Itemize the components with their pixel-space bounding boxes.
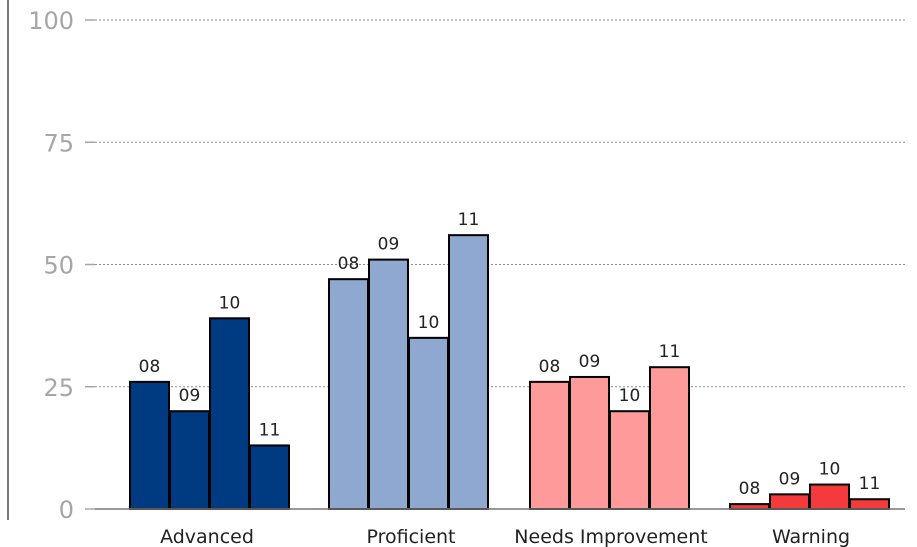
bar-warning-10 <box>809 483 850 510</box>
category-label-advanced: Advanced <box>160 526 254 547</box>
bar-proficient-09 <box>368 258 409 510</box>
y-tick-label-100: 100 <box>28 7 74 35</box>
y-tick-label-75: 75 <box>43 129 74 157</box>
bar-proficient-11 <box>448 234 489 510</box>
y-axis-ticks: 0 25 50 75 100 <box>28 7 95 524</box>
grid-layer <box>95 19 905 388</box>
bar-label-proficient-09: 09 <box>378 235 400 255</box>
y-tick-label-50: 50 <box>43 252 74 280</box>
bar-proficient-10 <box>408 336 449 510</box>
bar-needs-improvement-09 <box>569 375 610 510</box>
bar-label-needs-improvement-11: 11 <box>659 342 681 362</box>
bar-label-needs-improvement-10: 10 <box>619 386 641 406</box>
bar-advanced-10 <box>209 317 250 511</box>
bar-labels: 08 09 10 11 08 09 10 11 08 09 10 11 08 09 10 11 <box>139 210 881 499</box>
bar-label-needs-improvement-09: 09 <box>579 352 601 372</box>
bar-label-proficient-10: 10 <box>418 313 440 333</box>
bar-label-proficient-11: 11 <box>458 210 480 230</box>
bar-label-warning-11: 11 <box>859 474 881 494</box>
bar-needs-improvement-10 <box>609 410 650 511</box>
bars <box>129 234 890 511</box>
bar-warning-09 <box>769 493 810 510</box>
category-label-warning: Warning <box>772 526 850 547</box>
bar-label-needs-improvement-08: 08 <box>539 357 561 377</box>
bar-advanced-08 <box>129 380 170 510</box>
bar-needs-improvement-08 <box>529 380 570 510</box>
category-label-needs-improvement: Needs Improvement <box>514 526 707 547</box>
bar-advanced-09 <box>169 410 210 511</box>
bar-label-warning-10: 10 <box>819 460 841 480</box>
bar-label-warning-09: 09 <box>779 469 801 489</box>
bar-label-advanced-11: 11 <box>259 420 281 440</box>
category-labels: Advanced Proficient Needs Improvement Warni… <box>160 526 850 547</box>
bar-proficient-08 <box>328 278 369 511</box>
bar-label-advanced-08: 08 <box>139 357 161 377</box>
category-label-proficient: Proficient <box>366 526 455 547</box>
bar-label-advanced-10: 10 <box>219 293 241 313</box>
bar-advanced-11 <box>249 444 290 510</box>
bar-label-warning-08: 08 <box>739 479 761 499</box>
y-tick-label-25: 25 <box>43 374 74 402</box>
bar-needs-improvement-11 <box>649 366 690 510</box>
bar-label-proficient-08: 08 <box>338 254 360 274</box>
bar-warning-11 <box>849 498 890 511</box>
axes <box>7 0 905 520</box>
y-tick-label-0: 0 <box>59 496 74 524</box>
bar-label-advanced-09: 09 <box>179 386 201 406</box>
